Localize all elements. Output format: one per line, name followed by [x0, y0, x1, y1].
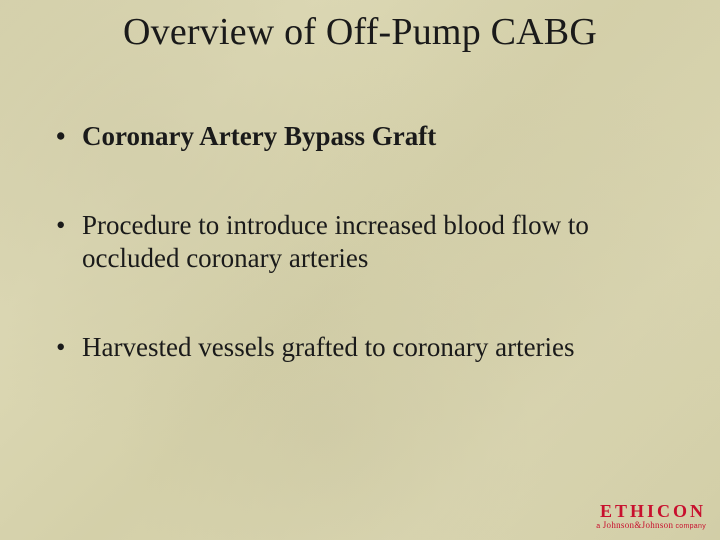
bullet-item: Coronary Artery Bypass Graft	[52, 120, 680, 153]
logo-sub-script: Johnson&Johnson	[603, 520, 674, 530]
logo-main-text: ETHICON	[596, 502, 706, 520]
slide-title: Overview of Off-Pump CABG	[0, 10, 720, 54]
bullet-item: Harvested vessels grafted to coronary ar…	[52, 331, 680, 364]
logo-sub-suffix: company	[673, 523, 706, 530]
brand-logo: ETHICON a Johnson&Johnson company	[596, 502, 706, 530]
slide: Overview of Off-Pump CABG Coronary Arter…	[0, 0, 720, 540]
bullet-list-container: Coronary Artery Bypass Graft Procedure t…	[52, 120, 680, 420]
bullet-item: Procedure to introduce increased blood f…	[52, 209, 680, 275]
bullet-list: Coronary Artery Bypass Graft Procedure t…	[52, 120, 680, 364]
logo-sub-text: a Johnson&Johnson company	[596, 521, 706, 530]
